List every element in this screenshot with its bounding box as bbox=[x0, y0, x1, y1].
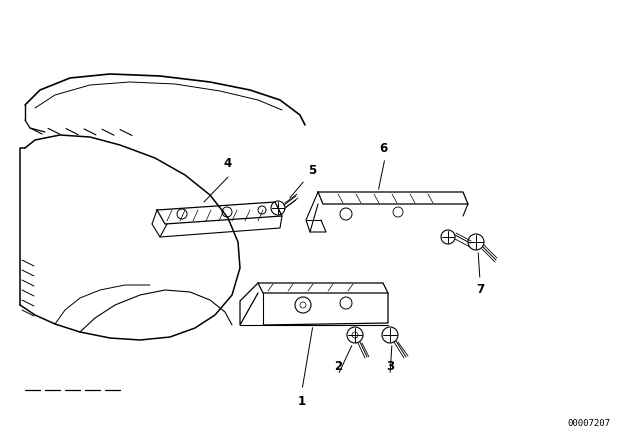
Text: 1: 1 bbox=[298, 395, 306, 408]
Text: 5: 5 bbox=[308, 164, 316, 177]
Text: 00007207: 00007207 bbox=[567, 419, 610, 428]
Text: 7: 7 bbox=[476, 283, 484, 296]
Text: 3: 3 bbox=[386, 360, 394, 373]
Text: 2: 2 bbox=[334, 360, 342, 373]
Text: 4: 4 bbox=[224, 157, 232, 170]
Text: 6: 6 bbox=[379, 142, 387, 155]
